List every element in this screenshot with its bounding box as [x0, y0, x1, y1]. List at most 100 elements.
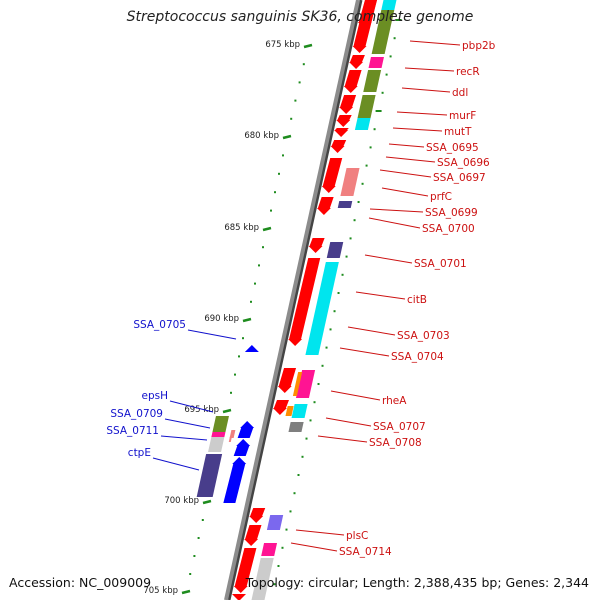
- leader-line: [187, 329, 237, 340]
- scale-tick-minor: [369, 146, 372, 149]
- kbp-tick-mark: [181, 589, 191, 595]
- leader-line: [295, 529, 345, 536]
- gene-label-forward: SSA_0707: [373, 421, 426, 433]
- gene-label-forward: SSA_0697: [433, 172, 486, 184]
- cds-forward-arrow: [308, 238, 325, 253]
- gene-label-forward: murF: [449, 110, 476, 122]
- scale-tick-minor: [329, 328, 332, 331]
- minor-tick: [302, 63, 305, 66]
- scale-tick-minor: [285, 528, 288, 531]
- leader-line: [396, 111, 448, 116]
- minor-tick: [270, 209, 272, 212]
- cds-forward-arrow: [232, 594, 247, 600]
- cds-forward-arrow: [244, 525, 262, 546]
- leader-line: [379, 169, 432, 178]
- minor-tick: [290, 117, 293, 120]
- scale-tick-minor: [393, 37, 396, 40]
- leader-line: [355, 291, 406, 300]
- cog-box: [357, 95, 376, 118]
- scale-tick-minor: [389, 55, 392, 58]
- minor-tick: [262, 246, 264, 249]
- minor-tick: [242, 337, 244, 340]
- scale-tick-minor: [301, 455, 304, 458]
- minor-tick: [238, 355, 240, 358]
- gene-label-forward: citB: [407, 294, 427, 306]
- page-title: Streptococcus sanguinis SK36, complete g…: [126, 9, 474, 25]
- scale-tick-minor: [309, 419, 312, 422]
- gene-label-forward: recR: [456, 66, 480, 78]
- leader-line: [381, 187, 429, 197]
- cog-box: [371, 10, 395, 54]
- scale-tick-minor: [357, 201, 360, 203]
- minor-tick: [298, 81, 301, 84]
- minor-tick: [254, 282, 256, 285]
- cds-reverse-arrow: [244, 345, 259, 352]
- gene-label-forward: SSA_0695: [426, 142, 479, 154]
- cog-box: [337, 201, 353, 208]
- scale-tick-minor: [289, 510, 292, 513]
- cog-box: [305, 262, 339, 355]
- leader-line: [290, 542, 338, 552]
- cog-box: [381, 0, 397, 10]
- cds-forward-arrow: [321, 158, 343, 193]
- minor-tick: [274, 191, 276, 194]
- minor-tick: [234, 373, 236, 376]
- minor-tick: [294, 99, 297, 102]
- cog-box: [211, 432, 226, 437]
- cds-reverse-arrow: [237, 421, 255, 438]
- kbp-tick-label: 690 kbp: [204, 314, 239, 324]
- scale-tick-minor: [317, 383, 320, 385]
- leader-line: [388, 143, 425, 148]
- kbp-tick-label: 700 kbp: [164, 496, 199, 506]
- minor-tick: [230, 391, 232, 394]
- scale-tick-minor: [305, 437, 308, 440]
- leader-line: [330, 390, 381, 401]
- kbp-tick-mark: [303, 43, 313, 49]
- gene-label-forward: SSA_0703: [397, 330, 450, 342]
- leader-line: [392, 127, 443, 132]
- scale-tick-minor: [321, 364, 324, 367]
- kbp-tick-mark: [202, 499, 212, 505]
- cds-forward-arrow: [249, 508, 266, 523]
- leader-line: [325, 417, 372, 427]
- cog-box: [363, 70, 382, 92]
- cds-forward-arrow: [272, 400, 289, 415]
- cds-forward-arrow: [288, 258, 321, 346]
- kbp-tick-mark: [282, 134, 292, 140]
- leader-line: [364, 254, 413, 264]
- gene-label-forward: SSA_0714: [339, 546, 392, 558]
- cog-box: [261, 543, 278, 556]
- scale-tick-minor: [297, 474, 300, 476]
- kbp-tick-label: 680 kbp: [244, 131, 279, 141]
- scale-tick-minor: [281, 546, 284, 549]
- gene-label-reverse: SSA_0709: [110, 408, 163, 420]
- gene-label-forward: SSA_0708: [369, 437, 422, 449]
- gene-label-forward: plsC: [346, 530, 368, 542]
- leader-line: [169, 400, 214, 413]
- cog-box: [196, 454, 223, 497]
- leader-line: [160, 435, 208, 441]
- cog-box: [228, 436, 233, 442]
- gene-label-reverse: ctpE: [128, 447, 151, 459]
- gene-label-forward: SSA_0696: [437, 157, 490, 169]
- cog-box: [251, 558, 274, 600]
- gene-label-forward: mutT: [444, 126, 472, 138]
- scale-tick-minor: [345, 255, 348, 258]
- cog-box: [368, 57, 384, 68]
- cog-box-orange: [292, 372, 303, 396]
- cds-reverse-arrow: [223, 457, 247, 503]
- kbp-tick-mark: [262, 226, 272, 232]
- cds-forward-arrow: [334, 128, 349, 137]
- scale-tick-minor: [365, 164, 368, 167]
- cog-box: [354, 118, 371, 130]
- scale-tick-minor: [349, 237, 352, 240]
- minor-tick: [189, 573, 192, 575]
- scale-tick-minor: [293, 492, 296, 495]
- cog-box: [212, 416, 229, 432]
- cog-box-orange: [285, 406, 294, 416]
- scale-tick-minor: [353, 219, 356, 222]
- genome-backbone: [224, 0, 360, 600]
- scale-tick-minor: [361, 182, 364, 185]
- minor-tick: [197, 537, 200, 539]
- cog-box: [288, 422, 304, 432]
